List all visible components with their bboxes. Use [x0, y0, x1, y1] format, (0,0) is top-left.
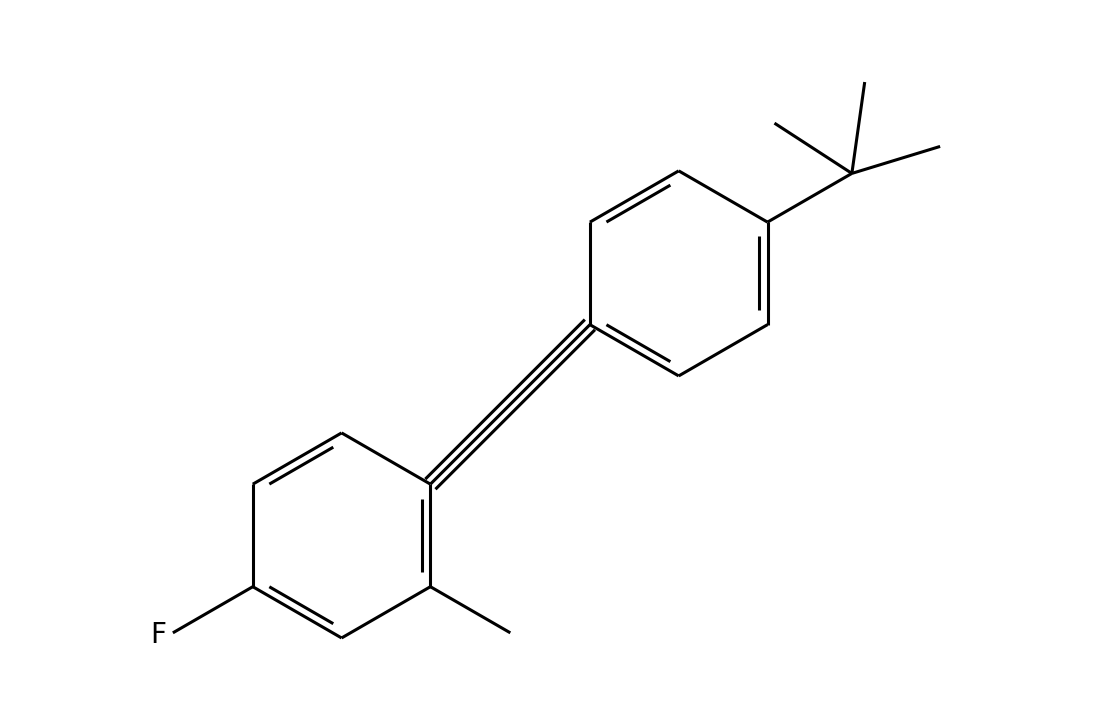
- Text: F: F: [150, 621, 166, 649]
